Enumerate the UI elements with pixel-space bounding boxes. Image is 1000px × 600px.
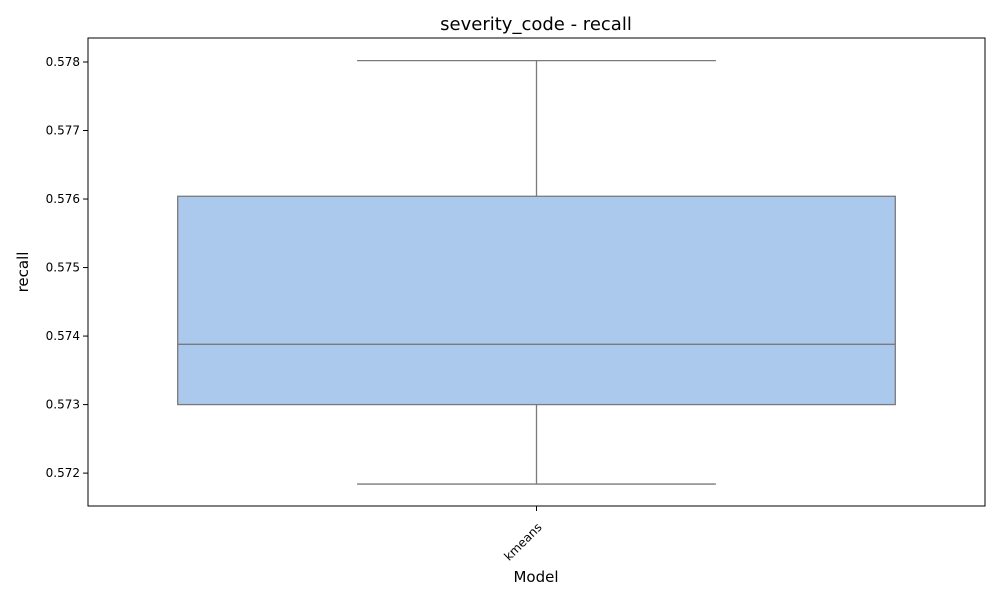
x-axis-ticks: kmeans xyxy=(501,506,545,564)
y-tick-label: 0.578 xyxy=(46,55,80,69)
interquartile-box xyxy=(177,195,896,406)
y-tick-label: 0.576 xyxy=(46,192,80,206)
y-tick-label: 0.575 xyxy=(46,261,80,275)
y-tick-label: 0.574 xyxy=(46,329,80,343)
plot-frame xyxy=(87,37,986,507)
x-axis-label: Model xyxy=(513,568,558,586)
chart-title: severity_code - recall xyxy=(440,14,632,35)
plot-area xyxy=(177,59,896,485)
y-tick-label: 0.572 xyxy=(46,466,80,480)
y-tick-label: 0.577 xyxy=(46,124,80,138)
y-tick-label: 0.573 xyxy=(46,398,80,412)
y-axis-ticks: 0.572 0.573 0.574 0.575 0.576 0.577 0.578 xyxy=(46,55,88,480)
x-tick-label: kmeans xyxy=(501,520,544,563)
y-axis-label: recall xyxy=(14,252,32,293)
